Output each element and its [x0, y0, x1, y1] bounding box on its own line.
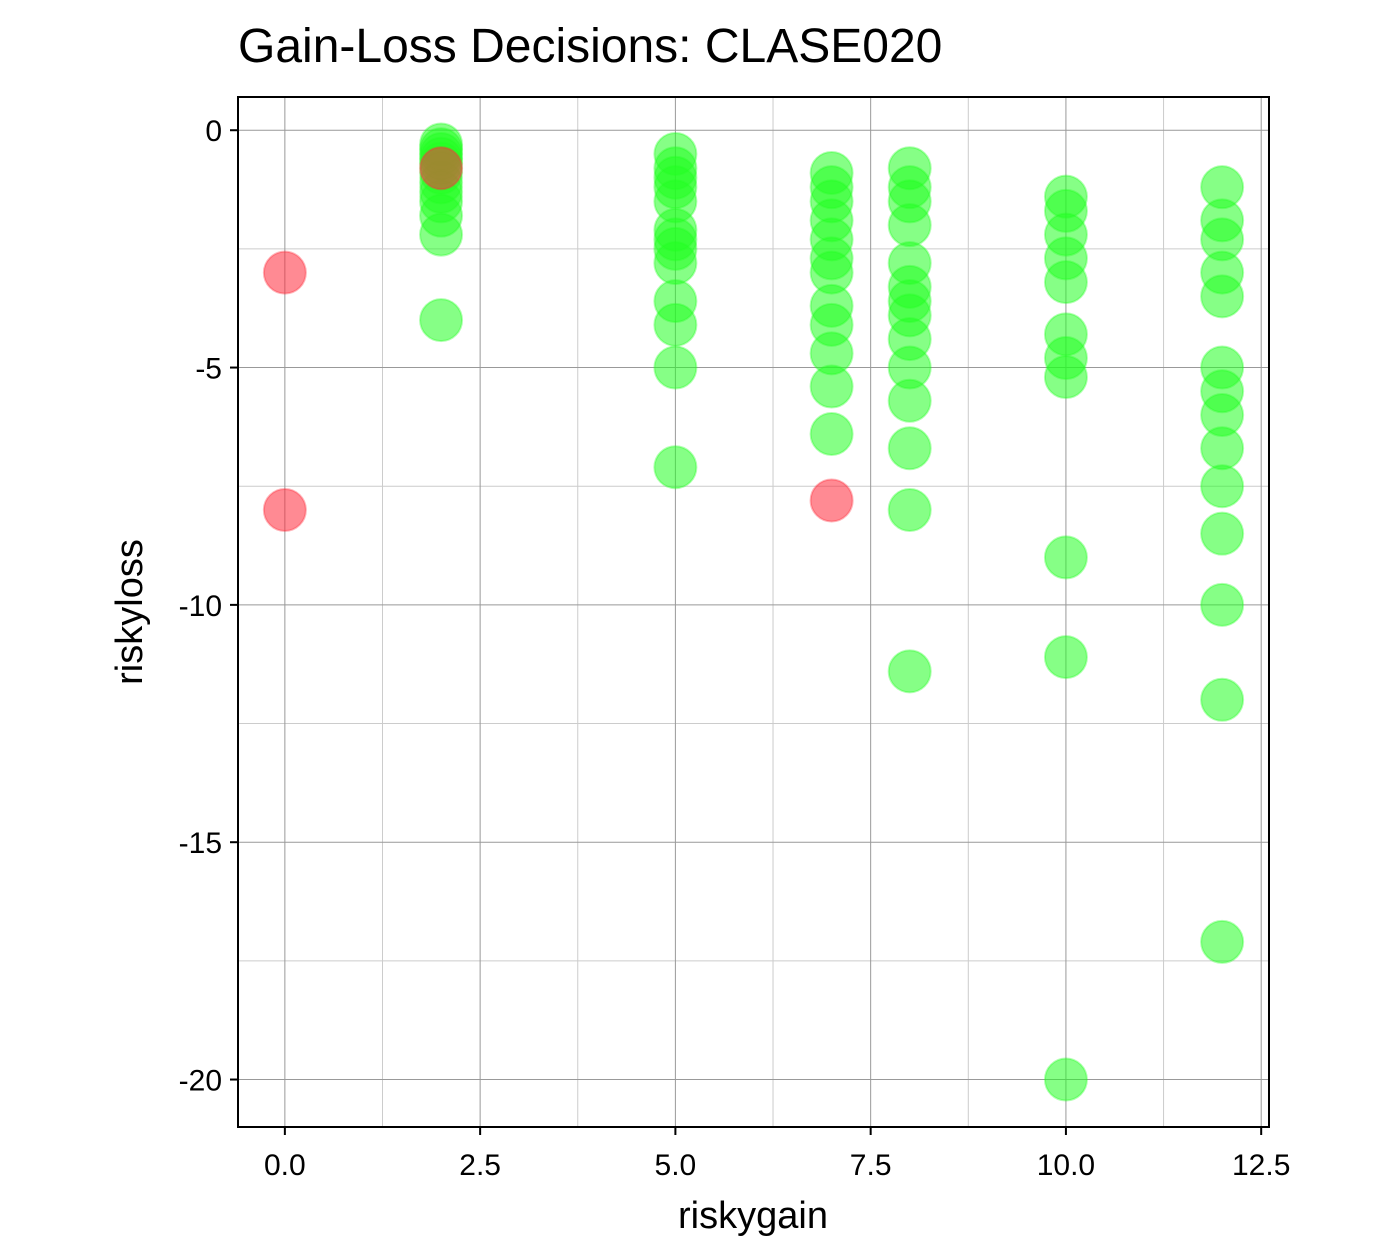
data-points: [262, 122, 1245, 1102]
y-tick-label: -5: [195, 353, 222, 386]
data-point-accepted: [887, 649, 932, 694]
x-tick-label: 2.5: [459, 1149, 501, 1182]
x-tick-label: 0.0: [264, 1149, 306, 1182]
data-point-accepted: [1200, 426, 1245, 471]
y-tick-label: -10: [179, 590, 222, 623]
y-tick-label: -20: [179, 1065, 222, 1098]
y-tick-label: 0: [205, 115, 222, 148]
data-point-accepted: [887, 487, 932, 532]
data-point-accepted: [1200, 464, 1245, 509]
axis-ticks: 0.0 2.5 5.0 7.5 10.0 12.5 0 -5 -10 -15 -20: [179, 115, 1291, 1182]
data-point-accepted: [887, 426, 932, 471]
data-point-accepted: [419, 212, 464, 257]
x-tick-label: 5.0: [655, 1149, 697, 1182]
y-axis-title: riskyloss: [109, 539, 151, 685]
data-point-accepted: [809, 364, 854, 409]
x-axis-title: riskygain: [678, 1195, 828, 1237]
data-point-accepted: [419, 298, 464, 343]
data-point-accepted: [887, 378, 932, 423]
data-point-rejected: [262, 250, 307, 295]
x-tick-label: 7.5: [850, 1149, 892, 1182]
data-point-accepted: [1200, 511, 1245, 556]
data-point-accepted: [653, 345, 698, 390]
data-point-accepted: [1043, 355, 1088, 400]
data-point-accepted: [1043, 260, 1088, 305]
data-point-accepted: [1043, 535, 1088, 580]
data-point-accepted: [887, 203, 932, 248]
data-point-rejected: [419, 146, 464, 191]
plot-frame: [237, 96, 1270, 1128]
chart-title: Gain-Loss Decisions: CLASE020: [238, 20, 942, 73]
data-point-rejected: [262, 487, 307, 532]
y-tick-label: -15: [179, 827, 222, 860]
data-point-accepted: [1043, 635, 1088, 680]
data-point-accepted: [653, 445, 698, 490]
x-tick-label: 10.0: [1037, 1149, 1095, 1182]
data-point-accepted: [1043, 1057, 1088, 1102]
x-tick-label: 12.5: [1232, 1149, 1290, 1182]
grid-lines: [238, 97, 1269, 1127]
data-point-accepted: [1200, 582, 1245, 627]
data-point-accepted: [809, 412, 854, 457]
data-point-accepted: [653, 241, 698, 286]
data-point-accepted: [1200, 919, 1245, 964]
data-point-rejected: [809, 478, 854, 523]
data-point-accepted: [1200, 677, 1245, 722]
data-point-accepted: [653, 302, 698, 347]
data-point-accepted: [1200, 274, 1245, 319]
